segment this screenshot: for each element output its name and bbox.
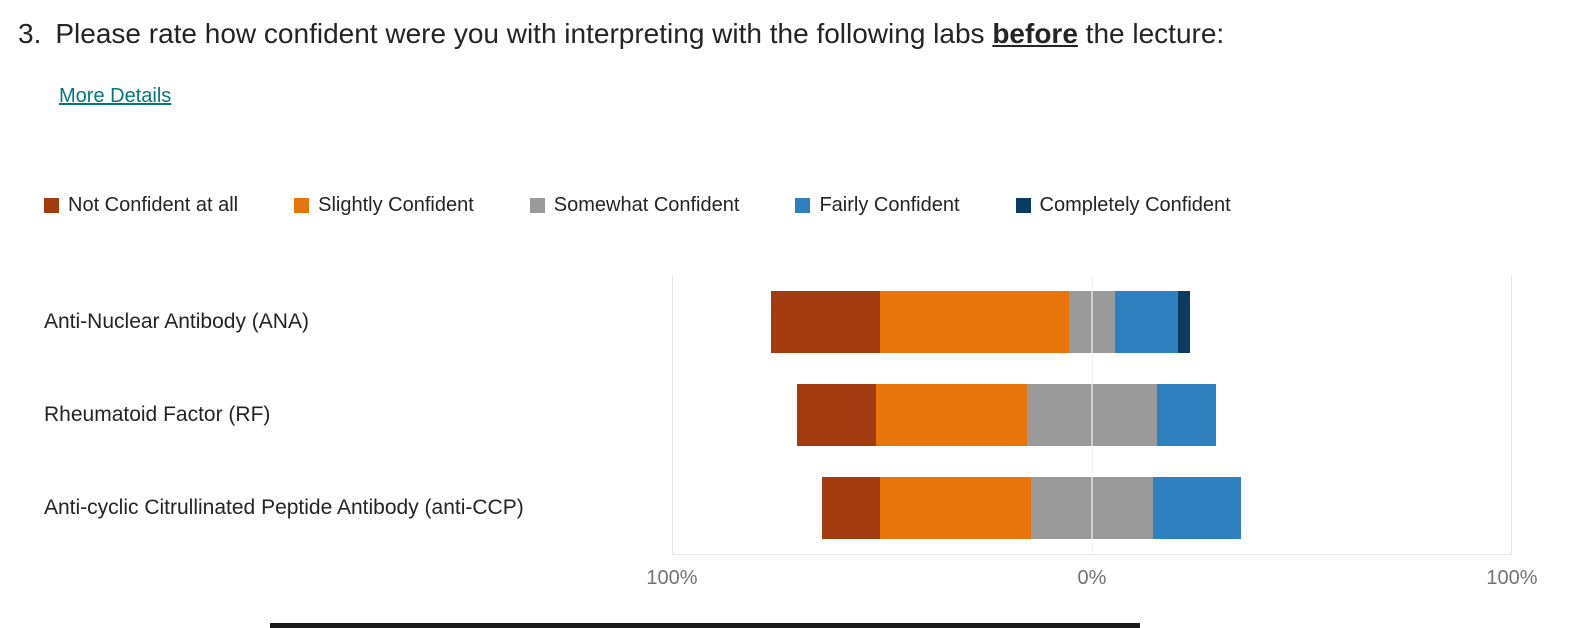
bar-segment — [880, 290, 1069, 353]
question-text-after: the lecture: — [1077, 18, 1225, 49]
question-emphasis: before — [992, 18, 1078, 49]
legend-item: Completely Confident — [1015, 194, 1231, 217]
bar-segment — [771, 290, 881, 353]
legend-item: Somewhat Confident — [529, 194, 740, 217]
bar-segment — [1152, 477, 1241, 540]
legend-label: Not Confident at all — [68, 194, 239, 216]
bar-segment — [880, 477, 1032, 540]
more-details-link[interactable]: More Details — [59, 85, 172, 107]
bar-segment — [1115, 290, 1178, 353]
legend-swatch-icon — [795, 198, 811, 213]
category-labels: Anti-Nuclear Antibody (ANA) Rheumatoid Fa… — [0, 275, 672, 555]
plot-area — [672, 275, 1512, 555]
axis-tick-center: 0% — [1077, 567, 1107, 589]
bar-segment — [1177, 290, 1191, 353]
x-axis: 100% 0% 100% — [646, 567, 1537, 595]
legend-swatch-icon — [294, 198, 310, 213]
bar-segment — [796, 383, 877, 446]
stacked-bar — [796, 383, 1216, 446]
legend-swatch-icon — [44, 198, 59, 213]
question-text: Please rate how confident were you with … — [55, 18, 993, 49]
legend-label: Somewhat Confident — [553, 194, 740, 216]
legend-swatch-icon — [1015, 198, 1031, 213]
legend-label: Fairly Confident — [819, 194, 960, 216]
legend-item: Fairly Confident — [795, 194, 960, 217]
chart-legend: Not Confident at all Slightly Confident So… — [44, 194, 1576, 217]
legend-label: Completely Confident — [1039, 194, 1231, 216]
legend-swatch-icon — [529, 198, 545, 213]
diverging-bar-chart: Anti-Nuclear Antibody (ANA) Rheumatoid Fa… — [0, 275, 1576, 555]
bar-row — [673, 275, 1511, 368]
category-label: Anti-cyclic Citrullinated Peptide Antibo… — [44, 496, 524, 520]
bar-segment — [821, 477, 881, 540]
stacked-bar — [821, 477, 1241, 540]
question-title: 3. Please rate how confident were you wit… — [0, 0, 1576, 51]
legend-item: Slightly Confident — [294, 194, 474, 217]
legend-item: Not Confident at all — [44, 194, 238, 217]
category-label: Anti-Nuclear Antibody (ANA) — [44, 309, 309, 333]
question-number: 3. — [18, 18, 42, 49]
bar-segment — [1156, 383, 1216, 446]
category-label: Rheumatoid Factor (RF) — [44, 402, 271, 426]
horizontal-scrollbar-thumb[interactable] — [270, 623, 1140, 628]
axis-tick-left: 100% — [646, 567, 698, 589]
legend-label: Slightly Confident — [318, 194, 474, 216]
more-details-wrap: More Details — [59, 85, 1576, 108]
axis-tick-right: 100% — [1486, 567, 1538, 589]
stacked-bar — [771, 290, 1191, 353]
zero-gridline-overlay — [1091, 275, 1093, 554]
bar-segment — [876, 383, 1028, 446]
